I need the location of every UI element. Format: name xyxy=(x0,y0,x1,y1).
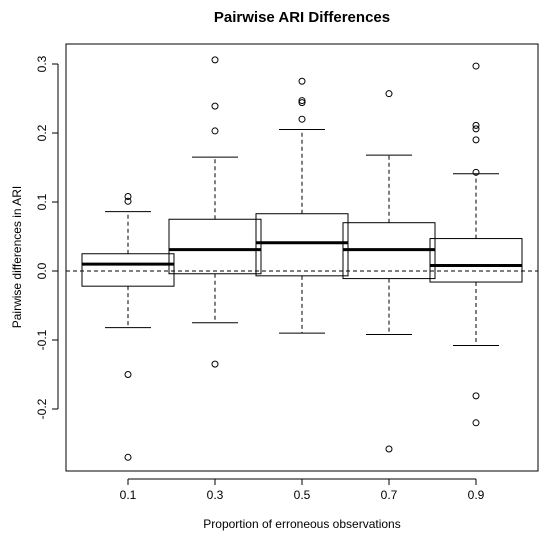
outlier-point xyxy=(211,127,219,135)
box-group-0-7 xyxy=(342,90,436,453)
outlier-point xyxy=(211,360,219,368)
outlier-point xyxy=(472,125,480,133)
x-tick-label: 0.3 xyxy=(207,488,224,502)
outlier-point xyxy=(298,97,306,105)
outlier-point xyxy=(298,77,306,85)
box-group-0-3 xyxy=(168,56,262,368)
y-tick-label: 0.0 xyxy=(35,262,49,279)
y-tick-label: 0.1 xyxy=(35,193,49,210)
y-axis-label: Pairwise differences in ARI xyxy=(10,186,24,329)
y-tick-label: 0.3 xyxy=(35,55,49,72)
x-tick-label: 0.7 xyxy=(381,488,398,502)
box-group-0-5 xyxy=(255,77,349,334)
outlier-point xyxy=(385,90,393,98)
outlier-point xyxy=(211,102,219,110)
y-tick-label: -0.1 xyxy=(35,329,49,350)
box-group-0-9 xyxy=(429,62,523,427)
chart-title: Pairwise ARI Differences xyxy=(214,9,390,26)
x-tick-label: 0.5 xyxy=(294,488,311,502)
outlier-point xyxy=(472,121,480,129)
y-tick-label: 0.2 xyxy=(35,124,49,141)
x-tick-label: 0.9 xyxy=(468,488,485,502)
outlier-point xyxy=(472,62,480,70)
outlier-point xyxy=(472,136,480,144)
y-tick-label: -0.2 xyxy=(35,398,49,419)
outlier-point xyxy=(124,197,132,205)
box-iqr xyxy=(81,253,175,287)
box-iqr xyxy=(255,213,349,277)
outlier-point xyxy=(385,445,393,453)
outlier-point xyxy=(298,99,306,107)
outlier-point xyxy=(211,56,219,64)
outlier-point xyxy=(124,453,132,461)
chart-marks: -0.2 -0.1 0.0 0.1 0.2 0.3 0.1 0.3 0.5 0.7 0.9 xyxy=(35,55,538,502)
outlier-point xyxy=(472,392,480,400)
outlier-point xyxy=(124,371,132,378)
box-iqr xyxy=(429,238,523,283)
outlier-point xyxy=(124,192,132,200)
x-axis-label: Proportion of erroneous observations xyxy=(203,517,400,531)
box-iqr xyxy=(168,218,262,275)
plot-frame xyxy=(65,43,539,472)
outlier-point xyxy=(298,115,306,123)
outlier-point xyxy=(472,419,480,427)
box-group-0-1 xyxy=(81,192,175,461)
outlier-point xyxy=(472,168,480,176)
x-tick-label: 0.1 xyxy=(120,488,137,502)
